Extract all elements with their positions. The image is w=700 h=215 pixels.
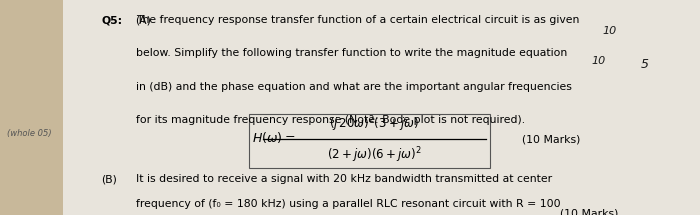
Text: $(2 + j\omega)(6 + j\omega)^2$: $(2 + j\omega)(6 + j\omega)^2$	[327, 145, 422, 165]
Text: frequency of (f₀ = 180 kHz) using a parallel RLC resonant circuit with R = 100: frequency of (f₀ = 180 kHz) using a para…	[136, 199, 561, 209]
Bar	[0, 0, 63, 215]
Text: in (dB) and the phase equation and what are the important angular frequencies: in (dB) and the phase equation and what …	[136, 82, 573, 92]
Text: 10: 10	[602, 26, 616, 36]
Text: $(j\,20\omega)^2(3 + j\omega)$: $(j\,20\omega)^2(3 + j\omega)$	[330, 115, 419, 135]
Text: It is desired to receive a signal with 20 kHz bandwidth transmitted at center: It is desired to receive a signal with 2…	[136, 174, 552, 184]
Text: (whole 05): (whole 05)	[7, 129, 52, 138]
Text: below. Simplify the following transfer function to write the magnitude equation: below. Simplify the following transfer f…	[136, 48, 568, 58]
Text: (10 Marks): (10 Marks)	[522, 135, 580, 145]
Text: (A): (A)	[135, 15, 151, 25]
Text: 5: 5	[640, 58, 648, 71]
Bar	[248, 114, 490, 168]
Text: $H(\omega) =$: $H(\omega) =$	[252, 130, 295, 145]
Text: Q5:: Q5:	[102, 15, 122, 25]
Text: 10: 10	[592, 56, 606, 66]
Text: (B): (B)	[102, 174, 118, 184]
Text: (10 Marks): (10 Marks)	[560, 209, 618, 215]
Text: The frequency response transfer function of a certain electrical circuit is as g: The frequency response transfer function…	[136, 15, 580, 25]
Text: for its magnitude frequency response (Note: Bode plot is not required).: for its magnitude frequency response (No…	[136, 115, 526, 125]
